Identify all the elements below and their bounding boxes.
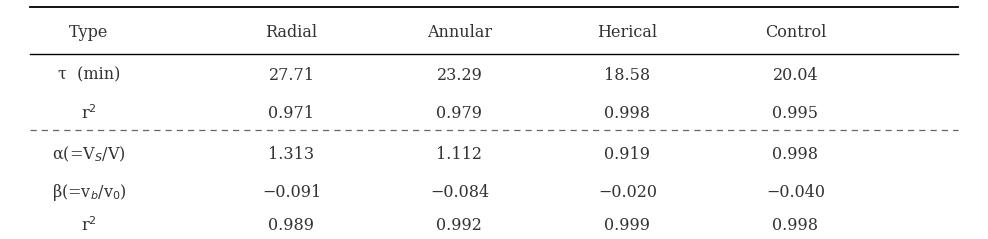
Text: 0.989: 0.989 xyxy=(269,217,314,234)
Text: 18.58: 18.58 xyxy=(605,67,650,84)
Text: Radial: Radial xyxy=(266,24,317,41)
Text: Herical: Herical xyxy=(598,24,657,41)
Text: τ  (min): τ (min) xyxy=(57,67,121,84)
Text: 0.995: 0.995 xyxy=(773,105,818,122)
Text: 0.998: 0.998 xyxy=(605,105,650,122)
Text: 0.919: 0.919 xyxy=(605,146,650,163)
Text: 0.992: 0.992 xyxy=(437,217,482,234)
Text: −0.084: −0.084 xyxy=(430,184,489,201)
Text: 0.979: 0.979 xyxy=(437,105,482,122)
Text: 27.71: 27.71 xyxy=(269,67,314,84)
Text: 0.998: 0.998 xyxy=(773,146,818,163)
Text: 1.313: 1.313 xyxy=(269,146,314,163)
Text: 0.998: 0.998 xyxy=(773,217,818,234)
Text: −0.020: −0.020 xyxy=(598,184,657,201)
Text: Annular: Annular xyxy=(427,24,492,41)
Text: Type: Type xyxy=(69,24,109,41)
Text: 23.29: 23.29 xyxy=(437,67,482,84)
Text: 0.971: 0.971 xyxy=(269,105,314,122)
Text: r$^2$: r$^2$ xyxy=(81,217,97,235)
Text: β(=v$_b$/v$_0$): β(=v$_b$/v$_0$) xyxy=(51,182,126,203)
Text: α(=V$_S$/V): α(=V$_S$/V) xyxy=(52,144,125,164)
Text: r$^2$: r$^2$ xyxy=(81,104,97,123)
Text: 20.04: 20.04 xyxy=(773,67,818,84)
Text: 0.999: 0.999 xyxy=(605,217,650,234)
Text: 1.112: 1.112 xyxy=(437,146,482,163)
Text: −0.091: −0.091 xyxy=(262,184,321,201)
Text: Control: Control xyxy=(765,24,826,41)
Text: −0.040: −0.040 xyxy=(766,184,825,201)
